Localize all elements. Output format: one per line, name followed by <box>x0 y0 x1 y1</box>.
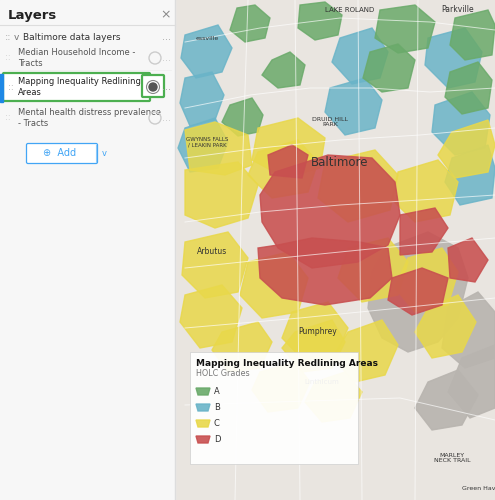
Text: MARLEY
NECK TRAIL: MARLEY NECK TRAIL <box>434 452 470 464</box>
FancyBboxPatch shape <box>27 144 98 164</box>
Polygon shape <box>252 362 310 412</box>
Polygon shape <box>325 78 382 135</box>
Text: ...: ... <box>162 32 171 42</box>
Polygon shape <box>332 28 388 84</box>
Text: Mapping Inequality Redlining
Areas: Mapping Inequality Redlining Areas <box>18 77 141 97</box>
Polygon shape <box>298 2 342 40</box>
Text: D: D <box>214 435 220 444</box>
Text: Median Household Income -
Tracts: Median Household Income - Tracts <box>18 48 135 68</box>
Polygon shape <box>196 388 210 395</box>
Polygon shape <box>178 118 228 172</box>
Text: ×: × <box>160 8 171 22</box>
Polygon shape <box>248 140 318 198</box>
Polygon shape <box>240 252 308 318</box>
Polygon shape <box>185 122 252 175</box>
Polygon shape <box>415 370 478 430</box>
Polygon shape <box>212 322 272 372</box>
Polygon shape <box>185 162 258 228</box>
Polygon shape <box>432 92 490 155</box>
Polygon shape <box>181 25 232 78</box>
Polygon shape <box>196 404 210 411</box>
Polygon shape <box>282 302 348 362</box>
Polygon shape <box>262 52 305 88</box>
Text: ::: :: <box>8 82 14 92</box>
Polygon shape <box>400 208 448 255</box>
Text: Baltimore data layers: Baltimore data layers <box>23 32 120 42</box>
Text: Mental health distress prevalence
- Tracts: Mental health distress prevalence - Trac… <box>18 108 161 128</box>
Text: Layers: Layers <box>8 8 57 22</box>
Bar <box>0 0 175 500</box>
Polygon shape <box>375 5 435 53</box>
Polygon shape <box>230 5 270 42</box>
Text: B: B <box>214 403 220 412</box>
Polygon shape <box>282 320 345 372</box>
Text: HOLC Grades: HOLC Grades <box>196 370 249 378</box>
FancyBboxPatch shape <box>3 73 150 101</box>
Polygon shape <box>222 98 263 136</box>
Text: ...: ... <box>162 82 171 92</box>
Polygon shape <box>363 44 415 92</box>
Bar <box>175 0 495 500</box>
Polygon shape <box>425 28 482 88</box>
Polygon shape <box>448 238 488 282</box>
Polygon shape <box>305 372 362 422</box>
Polygon shape <box>258 238 392 305</box>
Bar <box>0 74 3 102</box>
Polygon shape <box>318 150 398 222</box>
Polygon shape <box>268 145 308 178</box>
Polygon shape <box>445 62 492 114</box>
Text: C: C <box>214 419 220 428</box>
Text: LAKE ROLAND: LAKE ROLAND <box>325 7 375 13</box>
Polygon shape <box>388 268 448 315</box>
Polygon shape <box>338 238 408 302</box>
Text: Linthicum: Linthicum <box>304 379 340 385</box>
Polygon shape <box>196 420 210 427</box>
Polygon shape <box>252 118 325 178</box>
FancyBboxPatch shape <box>142 75 164 97</box>
Text: v: v <box>101 149 106 158</box>
Text: GWYNNS FALLS
/ LEAKIN PARK: GWYNNS FALLS / LEAKIN PARK <box>186 136 228 147</box>
Text: essville: essville <box>196 36 219 41</box>
FancyBboxPatch shape <box>190 352 358 464</box>
Text: DRUID HILL
PARK: DRUID HILL PARK <box>312 116 348 128</box>
Polygon shape <box>260 155 400 268</box>
Polygon shape <box>445 145 495 205</box>
Text: Pumphrey: Pumphrey <box>298 328 338 336</box>
Polygon shape <box>332 320 398 382</box>
Text: v: v <box>14 32 19 42</box>
Text: ::: :: <box>5 54 11 62</box>
Text: ...: ... <box>162 53 171 63</box>
Polygon shape <box>442 292 495 368</box>
Polygon shape <box>180 285 242 348</box>
Text: ::: :: <box>5 32 11 42</box>
Text: Parkville: Parkville <box>442 6 474 15</box>
Text: Arbutus: Arbutus <box>197 248 227 256</box>
Text: Mapping Inequality Redlining Areas: Mapping Inequality Redlining Areas <box>196 358 378 368</box>
Circle shape <box>149 83 157 91</box>
Polygon shape <box>368 232 468 352</box>
Text: Green Haven: Green Haven <box>462 486 495 490</box>
Text: ::: :: <box>5 114 11 122</box>
Text: Baltimore: Baltimore <box>311 156 369 168</box>
Polygon shape <box>182 232 248 298</box>
Polygon shape <box>438 120 495 178</box>
Polygon shape <box>415 295 476 358</box>
Polygon shape <box>196 436 210 443</box>
Text: ...: ... <box>162 113 171 123</box>
Polygon shape <box>180 72 224 126</box>
Text: ⊕  Add: ⊕ Add <box>44 148 77 158</box>
Text: A: A <box>214 387 220 396</box>
Polygon shape <box>395 248 458 312</box>
Polygon shape <box>448 345 495 418</box>
Polygon shape <box>450 10 495 60</box>
Polygon shape <box>392 160 458 222</box>
